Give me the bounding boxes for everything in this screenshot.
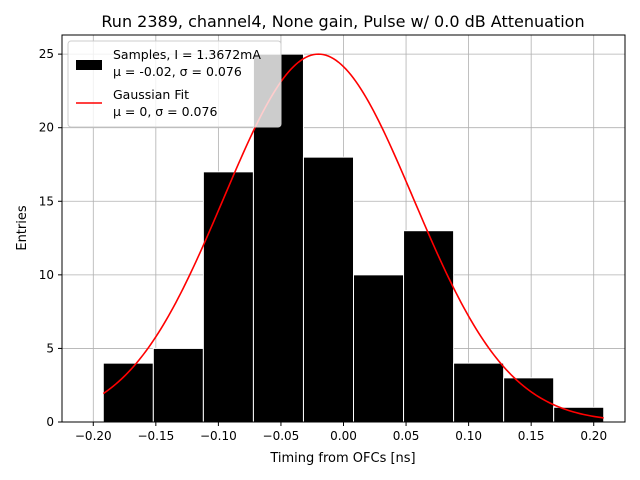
gaussian-fit-line bbox=[102, 53, 604, 419]
histogram-bar bbox=[202, 171, 254, 423]
y-tick-label: 5 bbox=[46, 341, 54, 355]
histogram-bar bbox=[453, 362, 505, 423]
legend-fit-stats: μ = 0, σ = 0.076 bbox=[113, 104, 217, 119]
x-tick-label: 0.10 bbox=[455, 429, 482, 443]
legend: Samples, I = 1.3672mA μ = -0.02, σ = 0.0… bbox=[67, 40, 282, 128]
y-tick-label: 10 bbox=[39, 268, 54, 282]
x-tick-label: −0.15 bbox=[137, 429, 174, 443]
x-tick-label: 0.15 bbox=[518, 429, 545, 443]
histogram-bar bbox=[353, 274, 405, 423]
x-tick-label: 0.05 bbox=[393, 429, 420, 443]
legend-samples-swatch bbox=[76, 60, 102, 70]
x-tick-label: −0.20 bbox=[75, 429, 112, 443]
x-tick-label: −0.05 bbox=[263, 429, 300, 443]
histogram-bar bbox=[302, 156, 355, 423]
y-tick-label: 15 bbox=[39, 194, 54, 208]
histogram-bar bbox=[553, 406, 605, 423]
x-axis-label: Timing from OFCs [ns] bbox=[269, 451, 415, 466]
chart-title: Run 2389, channel4, None gain, Pulse w/ … bbox=[101, 12, 584, 31]
y-axis-ticks: 0 5 10 15 20 25 bbox=[39, 47, 62, 429]
x-tick-label: −0.10 bbox=[200, 429, 237, 443]
y-tick-label: 0 bbox=[46, 415, 54, 429]
y-tick-label: 25 bbox=[39, 47, 54, 61]
x-axis-ticks: −0.20 −0.15 −0.10 −0.05 0.00 0.05 0.10 0.15 0.20 bbox=[75, 422, 607, 443]
legend-box bbox=[67, 40, 282, 128]
x-tick-label: 0.00 bbox=[330, 429, 357, 443]
legend-fit-label: Gaussian Fit bbox=[113, 87, 189, 102]
y-axis-label: Entries bbox=[15, 205, 30, 251]
histogram-bar bbox=[152, 347, 204, 423]
histogram-bars bbox=[102, 53, 605, 423]
histogram-bar bbox=[503, 377, 555, 423]
legend-samples-stats: μ = -0.02, σ = 0.076 bbox=[113, 64, 242, 79]
x-tick-label: 0.20 bbox=[580, 429, 607, 443]
legend-samples-label: Samples, I = 1.3672mA bbox=[113, 47, 261, 62]
y-tick-label: 20 bbox=[39, 121, 54, 135]
histogram-bar bbox=[403, 230, 455, 423]
